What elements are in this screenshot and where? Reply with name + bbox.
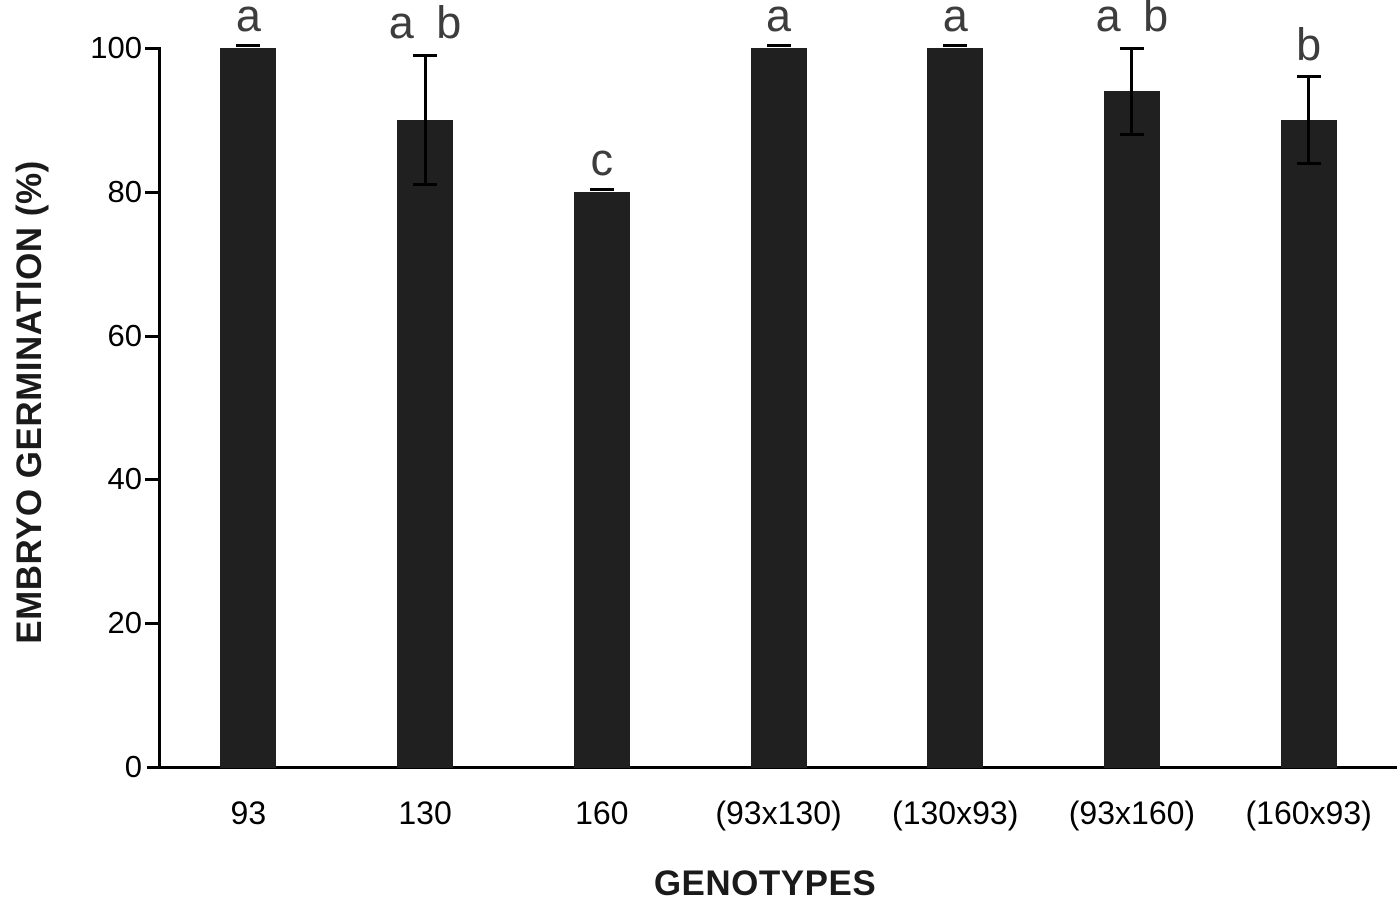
error-bar-cap-bottom	[1119, 132, 1144, 136]
x-tick-label: (93x130)	[715, 795, 842, 831]
error-bar-cap-bottom	[1296, 161, 1321, 165]
significance-letter: a b	[388, 0, 462, 49]
y-tick	[145, 47, 158, 50]
y-tick-label: 0	[124, 749, 142, 784]
error-bar-cap-top	[1119, 46, 1144, 50]
y-tick-label: 100	[90, 30, 142, 65]
bar	[927, 48, 984, 768]
x-tick-label: (93x160)	[1068, 795, 1196, 831]
bar	[573, 191, 630, 768]
y-tick-label: 60	[107, 317, 142, 353]
y-tick	[145, 622, 158, 626]
error-bar-cap-bottom	[413, 183, 438, 187]
y-tick	[145, 478, 158, 482]
error-bar-cap-top	[413, 53, 438, 57]
y-tick-label: 20	[107, 605, 142, 641]
error-bar-stem	[423, 55, 427, 185]
significance-letter: a	[765, 0, 792, 41]
error-bar-stem	[1307, 76, 1311, 164]
y-axis-title: EMBRYO GERMINATION (%)	[10, 160, 49, 644]
error-bar-cap-top	[1296, 75, 1321, 79]
bar	[1280, 119, 1337, 768]
y-tick-label: 40	[107, 461, 142, 497]
x-tick-label: 130	[398, 795, 452, 831]
error-bar-cap-top	[766, 44, 791, 47]
x-tick-label: (160x93)	[1245, 795, 1372, 831]
error-bar-cap-top	[236, 44, 261, 47]
error-bar-stem	[1130, 48, 1134, 135]
significance-letter: a	[942, 0, 968, 41]
significance-letter: a b	[1095, 0, 1169, 41]
significance-letter: b	[1296, 18, 1322, 70]
error-bar-cap-top	[589, 187, 614, 191]
y-tick	[145, 334, 158, 338]
bar	[397, 119, 454, 768]
x-tick-label: (130x93)	[892, 795, 1019, 831]
significance-letter: c	[590, 133, 614, 185]
y-axis-line	[158, 47, 161, 769]
error-bar-cap-top	[943, 44, 968, 47]
significance-letter: a	[235, 0, 261, 41]
x-tick-label: 160	[575, 795, 629, 831]
bar	[750, 48, 807, 768]
y-tick-label: 80	[107, 173, 142, 209]
x-axis-title: GENOTYPES	[653, 864, 877, 903]
y-tick	[145, 190, 158, 194]
x-tick-label: 93	[230, 795, 267, 831]
bar	[220, 48, 277, 768]
bar	[1103, 91, 1160, 768]
